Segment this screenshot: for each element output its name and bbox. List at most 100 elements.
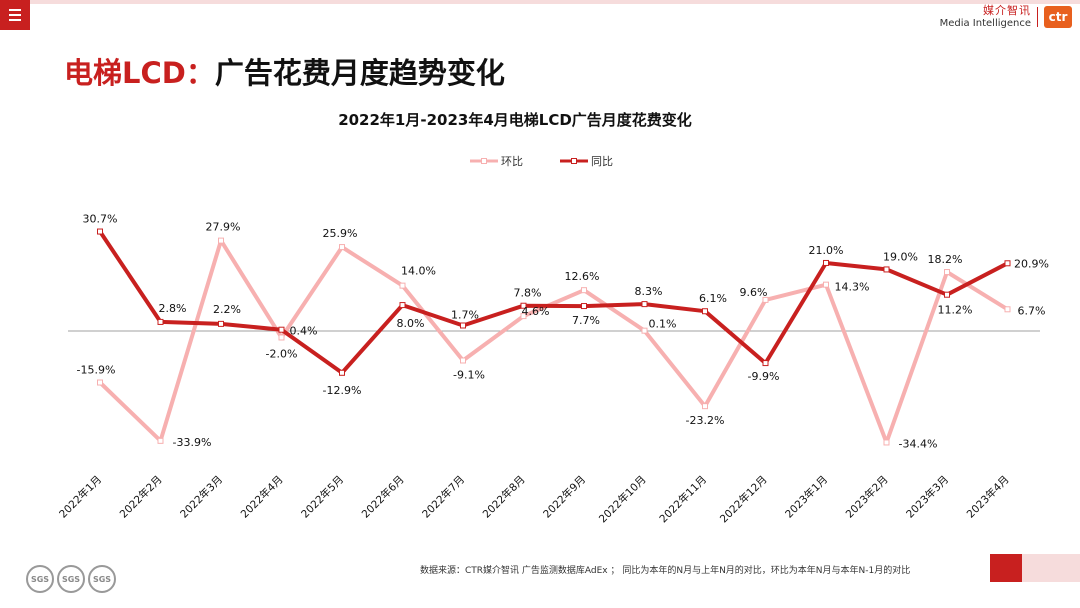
data-point-hb — [1004, 306, 1011, 313]
data-point-tb — [339, 369, 345, 376]
top-band — [0, 0, 1080, 4]
data-label-hb: 4.6% — [522, 305, 550, 318]
data-label-tb: 19.0% — [883, 250, 918, 263]
data-point-hb — [97, 379, 103, 386]
x-tick-label: 2023年3月 — [903, 473, 951, 521]
data-point-tb — [97, 228, 103, 235]
data-label-hb: -2.0% — [266, 347, 298, 360]
data-label-hb: 14.0% — [401, 265, 436, 278]
legend-marker-hb — [481, 158, 487, 164]
sgs-seal-icon: SGS — [88, 565, 116, 593]
data-point-tb — [1004, 260, 1011, 267]
x-tick-label: 2022年8月 — [480, 473, 528, 521]
x-tick-label: 2022年1月 — [56, 473, 104, 521]
data-point-tb — [218, 320, 224, 327]
data-point-hb — [762, 296, 769, 303]
page-title: 电梯LCD：广告花费月度趋势变化 — [64, 50, 505, 92]
data-label-tb: 20.9% — [1014, 257, 1049, 270]
data-label-hb: 9.6% — [740, 286, 768, 299]
brand-separator — [1037, 7, 1038, 27]
data-point-tb — [762, 360, 769, 367]
x-tick-label: 2023年4月 — [964, 473, 1012, 521]
data-label-hb: 12.6% — [565, 270, 600, 283]
data-point-tb — [520, 302, 527, 309]
data-point-hb — [157, 437, 164, 444]
data-point-hb — [883, 439, 890, 446]
data-point-hb — [702, 403, 708, 410]
data-point-tb — [581, 303, 587, 310]
data-point-hb — [823, 281, 829, 288]
x-tick-label: 2022年2月 — [117, 473, 165, 521]
data-label-tb: 2.2% — [213, 303, 241, 316]
certification-seals: SGS SGS SGS — [26, 565, 116, 593]
hamburger-menu-icon[interactable] — [0, 0, 30, 30]
data-label-hb: 18.2% — [928, 253, 963, 266]
data-label-hb: 25.9% — [323, 227, 358, 240]
data-point-tb — [157, 318, 164, 325]
page-title-rest: 广告花费月度趋势变化 — [214, 56, 505, 90]
x-tick-label: 2022年5月 — [298, 473, 346, 521]
top-bar: 媒介智讯 Media Intelligence ctr — [0, 0, 1080, 30]
data-label-tb: 30.7% — [83, 213, 118, 226]
brand-logo: 媒介智讯 Media Intelligence ctr — [940, 3, 1072, 31]
data-point-hb — [581, 287, 587, 294]
data-point-tb — [278, 326, 285, 333]
data-label-hb: 27.9% — [206, 221, 241, 234]
data-point-tb — [944, 291, 950, 298]
x-tick-label: 2022年7月 — [419, 473, 467, 521]
data-label-tb: 2.8% — [159, 302, 187, 315]
legend-label-hb: 环比 — [501, 155, 523, 168]
data-point-hb — [520, 313, 527, 320]
data-label-hb: -9.1% — [453, 368, 485, 381]
data-label-tb: 7.7% — [572, 314, 600, 327]
data-label-tb: -12.9% — [323, 384, 362, 397]
data-source-note: 数据来源：CTR媒介智讯 广告监测数据库AdEx ； 同比为本年的N月与上年N月… — [420, 566, 911, 576]
legend-marker-tb — [571, 158, 577, 164]
footer-pink-block — [1022, 554, 1080, 582]
data-point-tb — [399, 302, 406, 309]
data-label-hb: 0.1% — [649, 318, 677, 331]
data-point-hb — [399, 282, 406, 289]
data-label-tb: 11.2% — [938, 304, 973, 317]
data-point-tb — [460, 322, 466, 329]
data-point-hb — [641, 327, 648, 334]
footer-red-block — [990, 554, 1022, 582]
data-label-tb: -9.9% — [748, 370, 780, 383]
data-label-hb: 6.7% — [1018, 304, 1046, 317]
x-tick-label: 2022年11月 — [657, 473, 709, 525]
data-label-tb: 6.1% — [699, 292, 727, 305]
data-label-tb: 21.0% — [809, 244, 844, 257]
data-label-tb: 8.0% — [397, 317, 425, 330]
page-title-accent: 电梯LCD： — [64, 56, 215, 90]
x-tick-label: 2022年6月 — [359, 473, 407, 521]
data-point-tb — [641, 301, 648, 308]
data-label-hb: -33.9% — [173, 436, 212, 449]
brand-name-cn: 媒介智讯 — [983, 4, 1031, 18]
data-label-hb: -15.9% — [77, 364, 116, 377]
x-tick-label: 2022年4月 — [238, 473, 286, 521]
brand-name-en: Media Intelligence — [939, 17, 1031, 29]
data-point-hb — [944, 269, 950, 276]
x-tick-label: 2022年10月 — [596, 473, 648, 525]
ctr-logo-icon: ctr — [1044, 6, 1072, 28]
legend-label-tb: 同比 — [591, 155, 613, 168]
data-point-tb — [883, 266, 890, 273]
series-line-tb — [98, 230, 1009, 375]
data-point-hb — [339, 244, 345, 251]
data-label-tb: 7.8% — [514, 287, 542, 300]
chart-title: 2022年1月-2023年4月电梯LCD广告月度花费变化 — [338, 111, 692, 129]
x-tick-label: 2022年3月 — [177, 473, 225, 521]
sgs-seal-icon: SGS — [26, 565, 54, 593]
data-label-hb: -23.2% — [686, 414, 725, 427]
data-label-tb: 8.3% — [635, 285, 663, 298]
data-point-hb — [218, 237, 224, 244]
data-label-tb: 1.7% — [451, 308, 479, 321]
sgs-seal-icon: SGS — [57, 565, 85, 593]
data-point-hb — [460, 357, 466, 364]
data-point-hb — [278, 334, 285, 341]
x-tick-label: 2023年2月 — [843, 473, 891, 521]
x-tick-label: 2022年12月 — [717, 473, 769, 525]
data-label-hb: -34.4% — [899, 437, 938, 450]
data-point-tb — [823, 259, 829, 266]
